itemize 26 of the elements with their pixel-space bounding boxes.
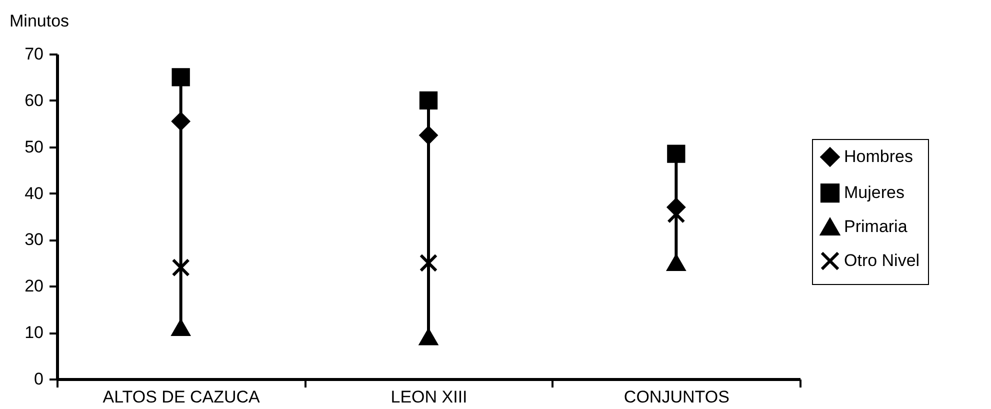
y-tick-label: 0 — [34, 370, 44, 388]
point — [419, 91, 438, 110]
y-tick-label: 70 — [24, 44, 44, 64]
point — [172, 112, 190, 130]
x-tick-label: ALTOS DE CAZUCA — [102, 388, 261, 406]
legend-label: Primaria — [844, 217, 908, 236]
y-tick-label: 10 — [24, 323, 44, 342]
x-tick-label: LEON XIII — [390, 388, 468, 406]
point — [419, 126, 438, 144]
y-tick-label: 60 — [24, 90, 44, 110]
point — [419, 254, 438, 272]
point — [172, 68, 190, 86]
point — [172, 258, 190, 277]
y-axis-title: Minutos — [10, 12, 70, 30]
point — [419, 329, 438, 346]
point — [172, 320, 190, 336]
legend-label: Hombres — [844, 147, 913, 166]
point — [667, 144, 686, 163]
y-tick-label: 20 — [24, 276, 44, 296]
y-tick-label: 40 — [24, 184, 44, 203]
y-tick-label: 30 — [24, 230, 44, 250]
y-tick-label: 50 — [24, 137, 44, 156]
legend-label: Mujeres — [844, 183, 904, 202]
legend-label: Otro Nivel — [844, 251, 920, 270]
x-tick-label: CONJUNTOS — [624, 388, 730, 406]
point — [667, 254, 686, 271]
